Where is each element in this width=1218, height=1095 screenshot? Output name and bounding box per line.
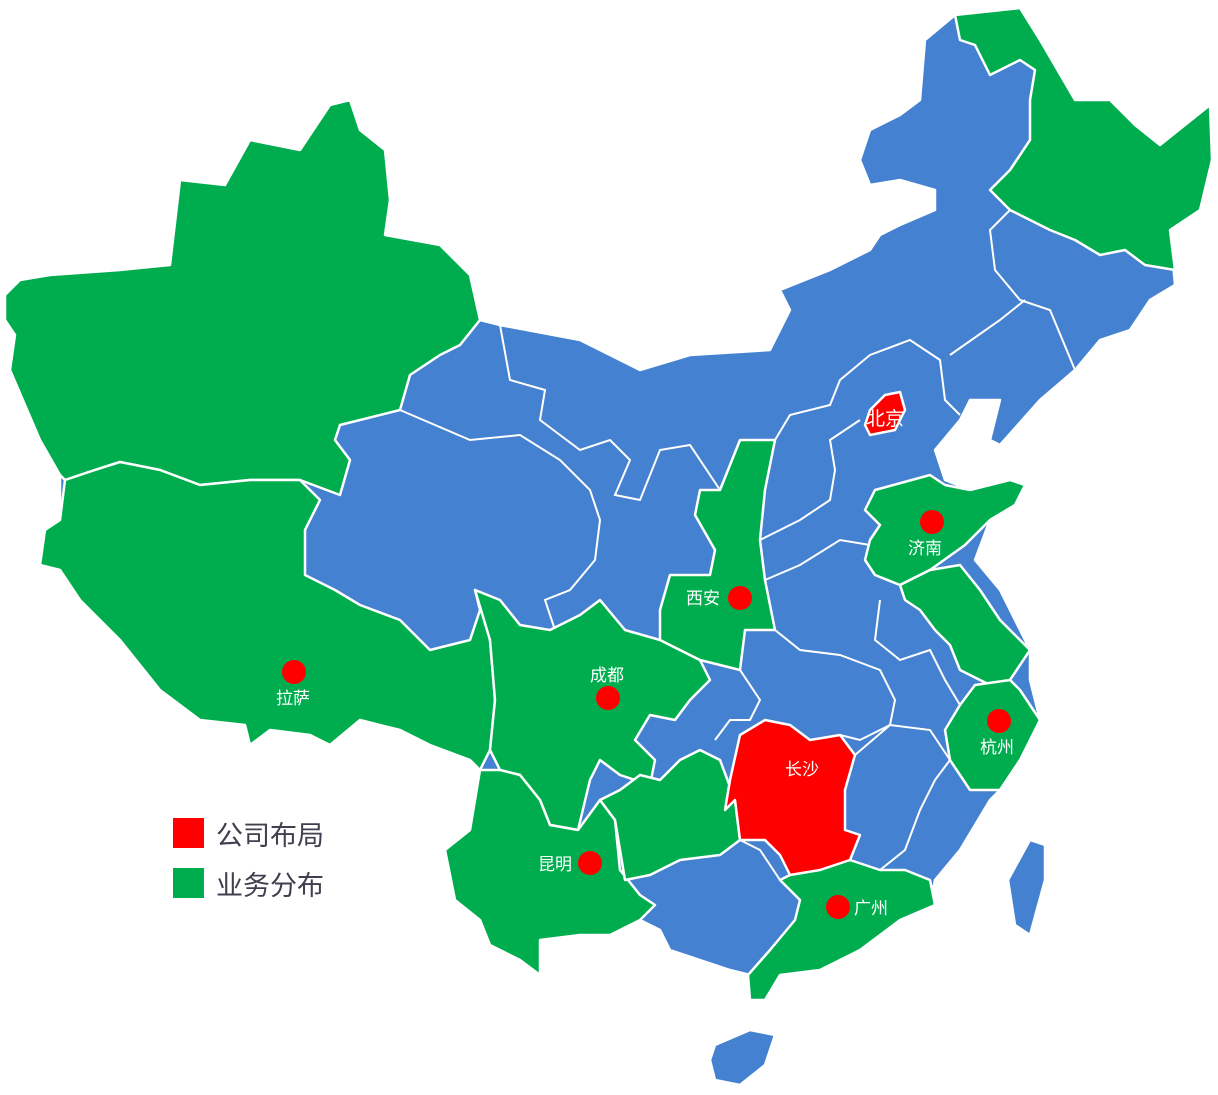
province-borders bbox=[339, 408, 602, 631]
region-beijing[interactable] bbox=[863, 390, 907, 437]
legend-label: 业务分布 bbox=[216, 870, 324, 902]
city-label-changsha: 长沙 bbox=[785, 760, 819, 780]
city-marker-lhasa[interactable] bbox=[282, 660, 306, 684]
province-borders bbox=[988, 209, 1076, 371]
region-shaanxi[interactable] bbox=[658, 438, 777, 672]
city-label-lhasa: 拉萨 bbox=[276, 689, 310, 709]
city-label-xian: 西安 bbox=[686, 589, 720, 609]
region-hainan[interactable] bbox=[708, 1028, 777, 1087]
legend-swatch-red bbox=[173, 818, 204, 848]
region-zhejiang[interactable] bbox=[943, 678, 1042, 792]
city-label-chengdu: 成都 bbox=[590, 666, 624, 686]
city-label-jinan: 济南 bbox=[908, 539, 942, 559]
region-yunnan[interactable] bbox=[443, 768, 657, 977]
region-heilongjiang[interactable] bbox=[953, 6, 1214, 272]
city-marker-xian[interactable] bbox=[728, 586, 752, 610]
province-borders bbox=[739, 839, 781, 881]
legend-label: 公司布局 bbox=[216, 820, 324, 852]
legend-item-business[interactable]: 业务分布 bbox=[173, 858, 324, 908]
province-borders bbox=[873, 599, 961, 706]
province-borders bbox=[854, 723, 952, 871]
region-guangdong[interactable] bbox=[746, 858, 937, 1002]
province-borders bbox=[759, 419, 861, 541]
legend-swatch-green bbox=[173, 868, 204, 898]
city-label-hangzhou: 杭州 bbox=[980, 738, 1014, 758]
legend: 公司布局 业务分布 bbox=[173, 808, 324, 908]
province-borders bbox=[949, 299, 1026, 356]
city-label-guangzhou: 广州 bbox=[854, 899, 888, 919]
region-shandong[interactable] bbox=[863, 473, 1027, 587]
province-borders bbox=[774, 629, 897, 742]
city-marker-chengdu[interactable] bbox=[596, 686, 620, 710]
city-marker-hangzhou[interactable] bbox=[987, 709, 1011, 733]
city-label-beijing: 北京 bbox=[866, 408, 904, 430]
city-marker-kunming[interactable] bbox=[578, 851, 602, 875]
city-marker-guangzhou[interactable] bbox=[826, 895, 850, 919]
region-hunan[interactable] bbox=[723, 718, 862, 877]
city-marker-jinan[interactable] bbox=[920, 510, 944, 534]
region-xinjiang[interactable] bbox=[3, 98, 482, 497]
province-borders bbox=[774, 338, 961, 441]
province-borders bbox=[764, 538, 871, 581]
city-label-kunming: 昆明 bbox=[538, 855, 572, 875]
legend-item-office[interactable]: 公司布局 bbox=[173, 808, 324, 858]
province-borders bbox=[499, 324, 721, 502]
region-taiwan[interactable] bbox=[1006, 838, 1047, 937]
